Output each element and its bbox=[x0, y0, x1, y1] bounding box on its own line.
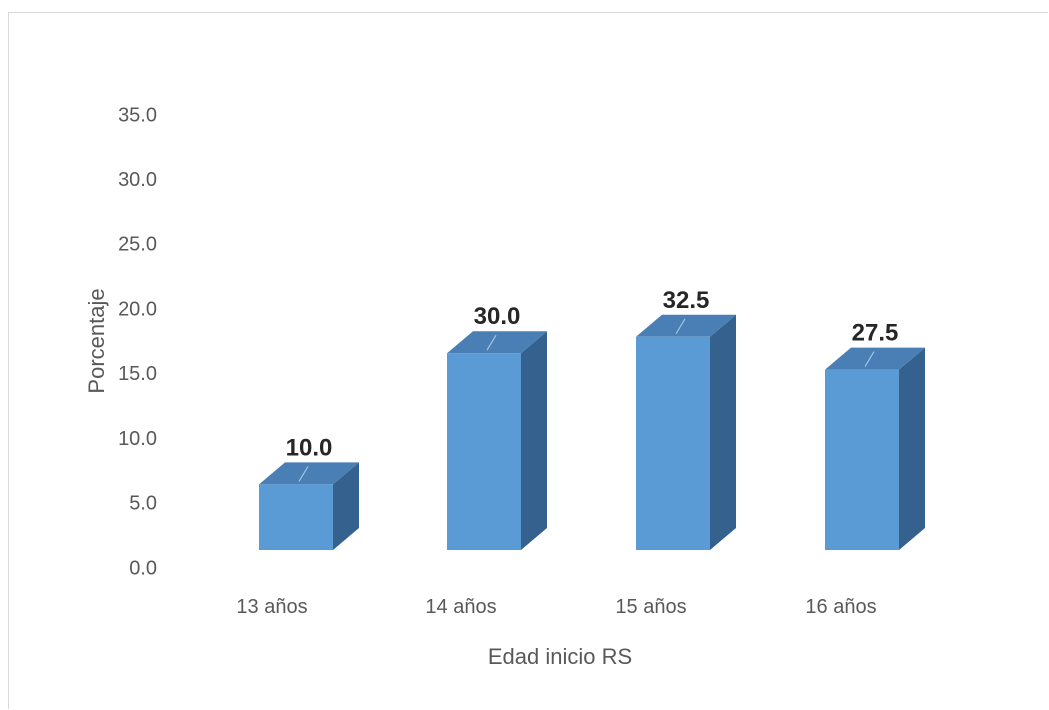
y-tick-label: 5.0 bbox=[129, 493, 157, 515]
y-tick-label: 10.0 bbox=[118, 428, 157, 450]
data-label: 30.0 bbox=[474, 303, 521, 330]
bar-front bbox=[447, 353, 521, 550]
x-tick-label: 15 años bbox=[615, 596, 686, 618]
bar-top bbox=[259, 462, 359, 485]
x-axis-title: Edad inicio RS bbox=[488, 644, 632, 669]
data-label-leader bbox=[675, 318, 686, 335]
bar-side bbox=[521, 331, 547, 550]
bar-top bbox=[447, 331, 547, 354]
bar bbox=[447, 331, 547, 550]
bar-side bbox=[710, 314, 736, 550]
data-label-leader bbox=[864, 351, 875, 367]
bar-top bbox=[636, 314, 736, 337]
y-tick-label: 0.0 bbox=[129, 557, 157, 579]
bar-top bbox=[825, 347, 925, 370]
data-label: 10.0 bbox=[286, 434, 333, 461]
x-tick-label: 16 años bbox=[805, 596, 876, 618]
bar-side bbox=[333, 462, 359, 550]
x-tick-label: 14 años bbox=[425, 596, 496, 618]
data-label-leader bbox=[298, 466, 309, 482]
y-tick-label: 15.0 bbox=[118, 363, 157, 385]
bar-front bbox=[636, 336, 710, 550]
y-tick-label: 35.0 bbox=[118, 104, 157, 126]
x-axis-ticks: 13 años 14 años 15 años 16 años bbox=[236, 596, 876, 618]
data-label: 27.5 bbox=[852, 320, 899, 347]
bar-front bbox=[259, 484, 333, 550]
bar-side bbox=[899, 347, 925, 550]
bar-front bbox=[825, 369, 899, 550]
bar bbox=[636, 314, 736, 550]
bar bbox=[825, 347, 925, 550]
y-tick-label: 25.0 bbox=[118, 234, 157, 256]
x-tick-label: 13 años bbox=[236, 596, 307, 618]
y-tick-label: 20.0 bbox=[118, 298, 157, 320]
data-labels: 10.0 30.0 32.5 27.5 bbox=[286, 287, 899, 482]
bar bbox=[259, 462, 359, 550]
data-label: 32.5 bbox=[663, 287, 710, 314]
y-tick-label: 30.0 bbox=[118, 169, 157, 191]
y-axis-title: Porcentaje bbox=[84, 288, 109, 393]
y-axis-ticks: 0.0 5.0 10.0 15.0 20.0 25.0 30.0 35.0 bbox=[118, 104, 157, 579]
data-label-leader bbox=[486, 334, 497, 351]
bars bbox=[259, 314, 925, 550]
